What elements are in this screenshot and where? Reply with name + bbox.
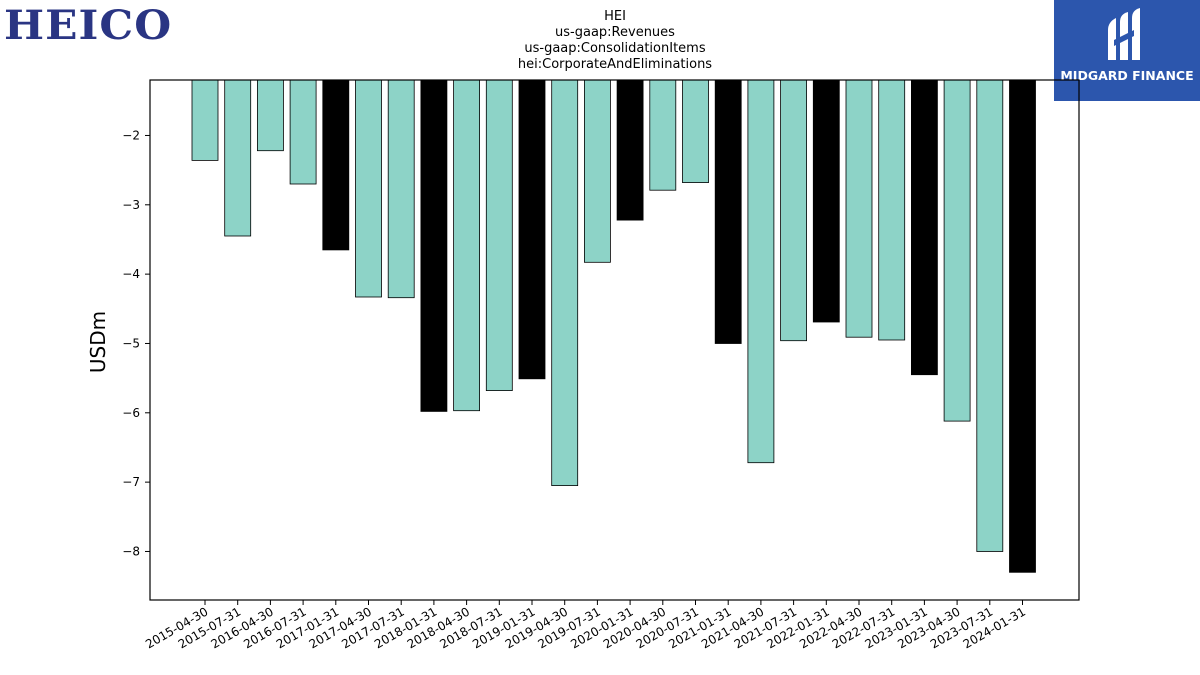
midgard-m-icon [1108,8,1140,60]
title-line-2: us-gaap:Revenues [555,25,675,40]
bar-2017-04-30 [355,79,382,298]
bar-2018-04-30 [453,79,481,412]
bar-2021-07-31 [780,79,807,342]
bar-2019-01-31 [518,79,546,380]
title-line-3: us-gaap:ConsolidationItems [524,41,705,56]
bar-2020-01-31 [616,79,644,221]
bar-2019-07-31 [584,79,611,263]
bar-2023-04-30 [943,79,971,422]
bar-2024-01-31 [1009,79,1036,573]
y-tick-label: −3 [122,198,140,212]
y-tick-label: −2 [122,128,140,142]
y-tick-label: −7 [122,475,140,489]
bar-2022-07-31 [878,79,906,341]
y-tick-label: −8 [122,544,140,558]
bar-2021-01-31 [714,79,742,344]
y-tick-label: −4 [122,267,140,281]
y-tick-label: −5 [122,336,140,350]
bar-2022-01-31 [812,79,840,323]
bar-2015-07-31 [224,79,252,237]
bar-2022-04-30 [845,79,873,338]
bar-2021-04-30 [747,79,775,464]
bar-2017-07-31 [387,79,415,299]
bar-2023-07-31 [976,79,1004,552]
bar-2018-07-31 [485,79,513,392]
bar-2020-04-30 [649,79,677,191]
bar-2023-01-31 [911,79,938,376]
bar-2020-07-31 [682,79,709,183]
midgard-finance-logo: MIDGARD FINANCE [1054,0,1200,101]
bar-2018-01-31 [420,79,448,412]
plot-area-frame [149,79,1080,601]
title-line-4: hei:CorporateAndEliminations [518,57,712,72]
bar-2017-01-31 [322,79,350,251]
y-axis-label: USDm [86,311,110,373]
heico-logo: HEICO [4,2,173,49]
chart-title: HEI us-gaap:Revenues us-gaap:Consolidati… [518,9,712,72]
bar-2015-04-30 [191,79,219,161]
bar-2016-04-30 [256,79,284,152]
bar-2016-07-31 [289,79,317,185]
title-line-1: HEI [604,9,626,24]
bar-2019-04-30 [551,79,579,487]
y-tick-label: −6 [122,406,140,420]
midgard-finance-text: MIDGARD FINANCE [1060,68,1194,83]
